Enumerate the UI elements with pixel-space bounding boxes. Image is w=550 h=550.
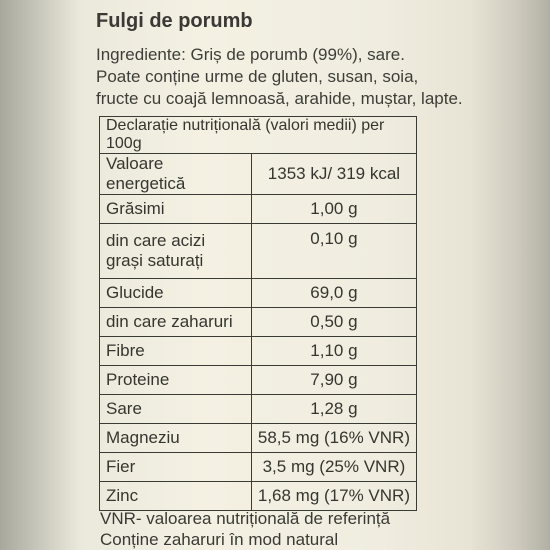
table-row: Sare 1,28 g [99, 394, 418, 424]
table-row: Magneziu 58,5 mg (16% VNR) [99, 423, 418, 453]
nutrient-name: Magneziu [99, 423, 252, 453]
nutrient-value: 1353 kJ/ 319 kcal [250, 153, 418, 195]
nutrient-value: 1,28 g [250, 394, 418, 424]
footnote-sugars: Conține zaharuri în mod natural [100, 530, 339, 549]
nutrient-value: 1,10 g [250, 336, 418, 366]
table-row: Valoare energetică 1353 kJ/ 319 kcal [99, 153, 418, 195]
nutrient-name: din care zaharuri [99, 307, 252, 337]
footer-notes: VNR- valoarea nutrițională de referință … [100, 508, 390, 550]
nutrient-value: 3,5 mg (25% VNR) [250, 452, 418, 482]
nutrient-value: 0,50 g [250, 307, 418, 337]
allergen-line: fructe cu coajă lemnoasă, arahide, mușta… [96, 89, 463, 108]
nutrient-value: 1,00 g [250, 194, 418, 224]
table-row: din care acizi grași saturați 0,10 g [99, 223, 418, 279]
nutrient-name: Glucide [99, 278, 252, 308]
nutrition-table-header: Declarație nutrițională (valori medii) p… [99, 116, 417, 154]
nutrient-value: 69,0 g [250, 278, 418, 308]
nutrition-table: Declarație nutrițională (valori medii) p… [99, 116, 418, 511]
nutrient-name: Sare [99, 394, 252, 424]
ingredients-line: Ingrediente: Griș de porumb (99%), sare. [96, 45, 405, 64]
table-row: Glucide 69,0 g [99, 278, 418, 308]
table-row: Grăsimi 1,00 g [99, 194, 418, 224]
nutrient-value: 1,68 mg (17% VNR) [250, 481, 418, 511]
footnote-vnr: VNR- valoarea nutrițională de referință [100, 509, 391, 528]
table-row: Zinc 1,68 mg (17% VNR) [99, 481, 418, 511]
table-row: Fibre 1,10 g [99, 336, 418, 366]
nutrient-name: Zinc [99, 481, 252, 511]
nutrient-name: din care acizi grași saturați [99, 223, 252, 279]
allergen-line: Poate conține urme de gluten, susan, soi… [96, 67, 419, 86]
nutrient-value: 0,10 g [250, 223, 418, 279]
nutrient-name: Valoare energetică [99, 153, 252, 195]
nutrient-value: 7,90 g [250, 365, 418, 395]
table-row: din care zaharuri 0,50 g [99, 307, 418, 337]
nutrient-name: Proteine [99, 365, 252, 395]
nutrient-value: 58,5 mg (16% VNR) [250, 423, 418, 453]
table-row: Fier 3,5 mg (25% VNR) [99, 452, 418, 482]
nutrient-name: Fier [99, 452, 252, 482]
ingredients-text: Ingrediente: Griș de porumb (99%), sare.… [96, 44, 536, 110]
product-title: Fulgi de porumb [96, 10, 253, 32]
nutrient-name: Fibre [99, 336, 252, 366]
table-row: Proteine 7,90 g [99, 365, 418, 395]
nutrient-name: Grăsimi [99, 194, 252, 224]
